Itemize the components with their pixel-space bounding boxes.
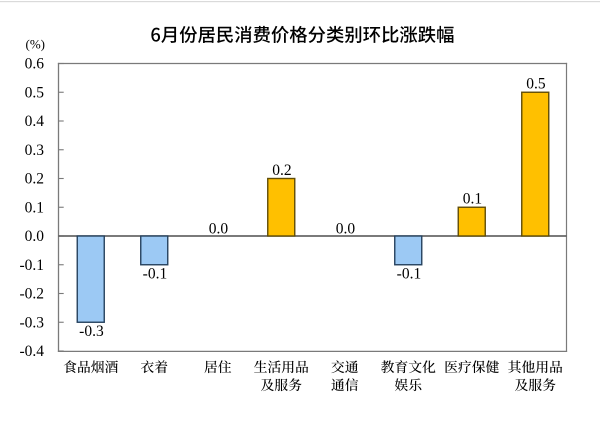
svg-text:0.5: 0.5 [526,76,546,93]
svg-text:-0.3: -0.3 [79,323,104,340]
svg-text:-0.1: -0.1 [19,257,44,274]
svg-text:0.4: 0.4 [25,113,45,130]
svg-text:-0.1: -0.1 [143,266,168,283]
svg-text:0.0: 0.0 [209,221,229,238]
svg-text:0.1: 0.1 [25,199,44,216]
svg-text:0.5: 0.5 [25,84,45,101]
svg-text:0.3: 0.3 [25,142,45,159]
svg-text:0.0: 0.0 [336,221,356,238]
svg-text:-0.4: -0.4 [19,343,44,360]
svg-text:0.2: 0.2 [25,171,44,188]
svg-text:-0.3: -0.3 [19,314,44,331]
svg-text:0.2: 0.2 [272,162,291,179]
svg-text:(%): (%) [26,37,46,52]
svg-text:0.0: 0.0 [25,228,45,245]
svg-text:0.1: 0.1 [463,191,482,208]
svg-text:0.6: 0.6 [25,56,45,73]
svg-text:-0.2: -0.2 [19,286,44,303]
svg-text:-0.1: -0.1 [397,266,422,283]
